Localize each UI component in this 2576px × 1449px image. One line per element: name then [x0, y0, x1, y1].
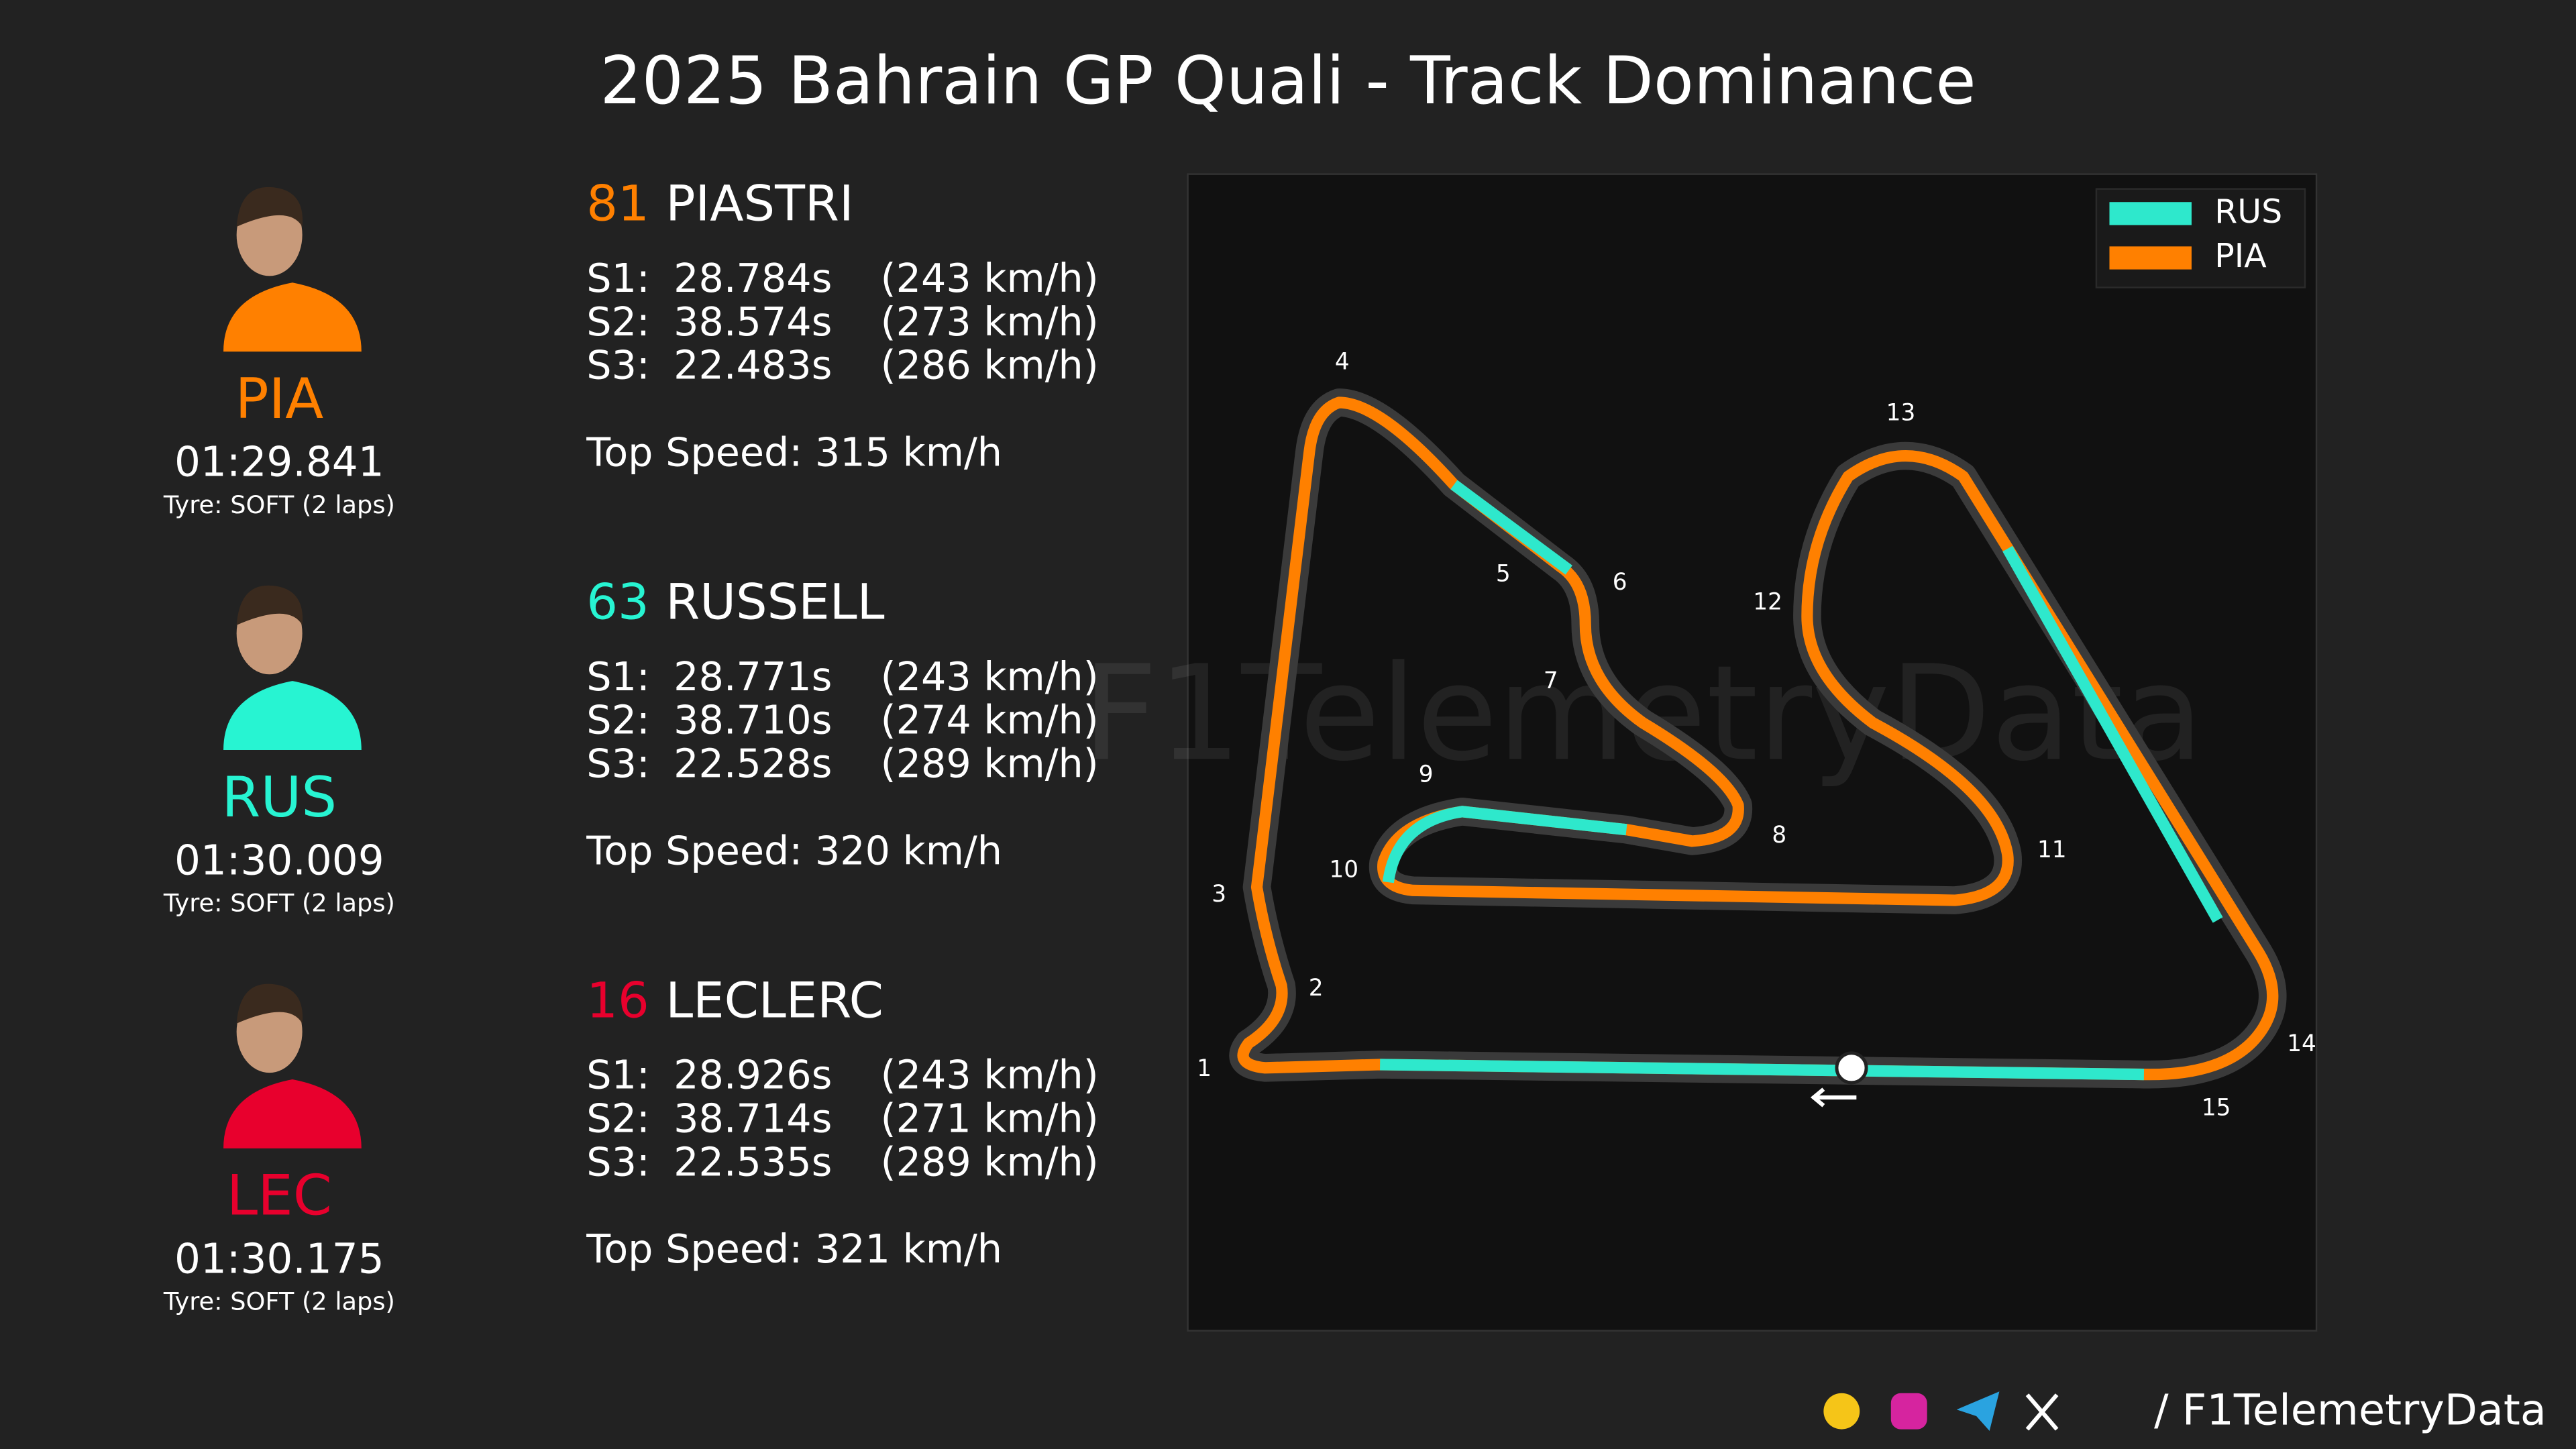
- sector-speed: (274 km/h): [881, 697, 1099, 743]
- driver-card: PIA 01:29.841 Tyre: SOFT (2 laps) 81 PIASTRI…: [163, 176, 1099, 519]
- corner-label: 4: [1335, 349, 1350, 376]
- footer-handle: / F1TelemetryData: [2154, 1386, 2546, 1436]
- sector-speed: (243 km/h): [881, 1052, 1099, 1098]
- driver-code: PIA: [235, 366, 323, 431]
- sector-time: 38.574s: [674, 299, 832, 345]
- corner-label: 3: [1212, 881, 1226, 908]
- driver-code: RUS: [222, 765, 337, 830]
- corner-label: 5: [1496, 561, 1511, 588]
- sector-speed: (289 km/h): [881, 1138, 1099, 1185]
- driver-heading: 63 RUSSELL: [586, 574, 884, 631]
- sector-label: S2:: [586, 697, 650, 743]
- driver-number: 16: [586, 972, 649, 1029]
- driver-photo-hair: [236, 983, 303, 1024]
- corner-label: 7: [1544, 667, 1558, 694]
- legend-label: RUS: [2214, 193, 2282, 231]
- tyre-info: Tyre: SOFT (2 laps): [163, 889, 395, 918]
- corner-label: 11: [2037, 837, 2067, 863]
- sector-time: 38.714s: [674, 1095, 832, 1142]
- lap-time: 01:30.175: [174, 1235, 384, 1283]
- sector-speed: (243 km/h): [881, 255, 1099, 301]
- driver-card: LEC 01:30.175 Tyre: SOFT (2 laps) 16 LECLERC…: [163, 972, 1099, 1316]
- corner-label: 8: [1772, 822, 1786, 849]
- sector-label: S2:: [586, 1095, 650, 1142]
- sector-time: 22.535s: [674, 1138, 832, 1185]
- legend-swatch: [2109, 202, 2192, 225]
- driver-photo-hair: [236, 585, 303, 625]
- sector-speed: (289 km/h): [881, 741, 1099, 787]
- corner-label: 9: [1419, 761, 1434, 788]
- driver-heading: 16 LECLERC: [586, 972, 883, 1029]
- sector-time: 22.483s: [674, 342, 832, 388]
- driver-name: LECLERC: [665, 972, 883, 1029]
- driver-card: RUS 01:30.009 Tyre: SOFT (2 laps) 63 RUSSELL…: [163, 574, 1099, 917]
- driver-heading: 81 PIASTRI: [586, 176, 853, 233]
- sector-label: S3:: [586, 741, 650, 787]
- legend-label: PIA: [2214, 237, 2267, 275]
- icon-coffee: [1823, 1393, 1860, 1430]
- corner-label: 1: [1197, 1055, 1212, 1082]
- sector-speed: (286 km/h): [881, 342, 1099, 388]
- sector-label: S1:: [586, 255, 650, 301]
- sector-label: S3:: [586, 1138, 650, 1185]
- driver-number: 81: [586, 176, 649, 233]
- start-marker: [1835, 1051, 1868, 1085]
- legend: RUS PIA: [2095, 188, 2306, 288]
- sector-time: 28.926s: [674, 1052, 832, 1098]
- corner-label: 10: [1329, 856, 1358, 883]
- sector-label: S3:: [586, 342, 650, 388]
- rus-segments: [1380, 480, 2223, 1081]
- driver-photo-body: [223, 681, 362, 750]
- direction-arrow: [1810, 1087, 1857, 1108]
- corner-label: 15: [2202, 1095, 2231, 1122]
- icon-telegram: [1956, 1391, 2000, 1432]
- corner-label: 13: [1886, 400, 1916, 427]
- sector-time: 28.771s: [674, 653, 832, 700]
- track-rus: [2002, 545, 2223, 923]
- top-speed: Top Speed: 321 km/h: [586, 1226, 1002, 1272]
- sector-label: S1:: [586, 1052, 650, 1098]
- sector-label: S1:: [586, 653, 650, 700]
- sector-label: S2:: [586, 299, 650, 345]
- driver-photo-hair: [236, 186, 303, 227]
- driver-number: 63: [586, 574, 649, 631]
- top-speed: Top Speed: 320 km/h: [586, 827, 1002, 873]
- corner-label: 14: [2287, 1030, 2316, 1057]
- tyre-info: Tyre: SOFT (2 laps): [163, 490, 395, 519]
- track-rus: [1380, 1059, 2145, 1081]
- tyre-info: Tyre: SOFT (2 laps): [163, 1287, 395, 1316]
- corner-label: 2: [1309, 975, 1324, 1002]
- sector-time: 22.528s: [674, 741, 832, 787]
- icon-x: [2025, 1393, 2059, 1431]
- top-speed: Top Speed: 315 km/h: [586, 429, 1002, 475]
- corner-label: 12: [1753, 588, 1782, 615]
- sector-time: 28.784s: [674, 255, 832, 301]
- sector-time: 38.710s: [674, 697, 832, 743]
- driver-name: RUSSELL: [665, 574, 884, 631]
- driver-photo-body: [223, 282, 362, 352]
- sector-speed: (271 km/h): [881, 1095, 1099, 1142]
- footer: / F1TelemetryData: [1823, 1386, 2546, 1436]
- track-rus: [1450, 480, 1572, 575]
- sector-speed: (273 km/h): [881, 299, 1099, 345]
- title: 2025 Bahrain GP Quali - Track Dominance: [600, 43, 1976, 119]
- driver-photo-body: [223, 1079, 362, 1148]
- sector-speed: (243 km/h): [881, 653, 1099, 700]
- track-rus: [1382, 806, 1627, 883]
- track: [1229, 388, 2287, 1108]
- drivers: PIA 01:29.841 Tyre: SOFT (2 laps) 81 PIASTRI…: [163, 176, 1099, 1316]
- legend-swatch: [2109, 246, 2192, 270]
- icon-instagram: [1890, 1393, 1927, 1430]
- driver-code: LEC: [227, 1163, 332, 1228]
- lap-time: 01:29.841: [174, 439, 384, 486]
- lap-time: 01:30.009: [174, 837, 384, 885]
- corner-label: 6: [1613, 569, 1627, 596]
- driver-name: PIASTRI: [665, 176, 853, 233]
